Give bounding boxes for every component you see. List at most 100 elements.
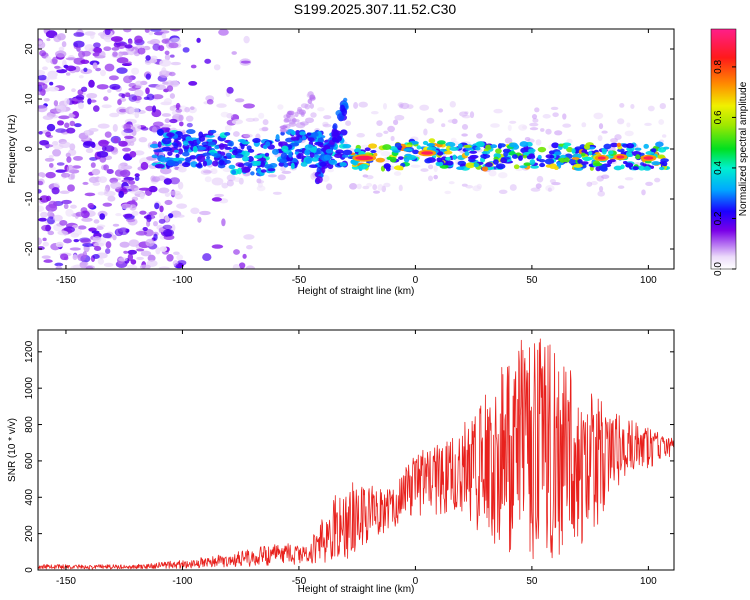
spectrogram-cell xyxy=(190,207,200,215)
spectrogram-cell xyxy=(202,160,208,167)
spectrogram-cell xyxy=(356,183,362,190)
spectrogram-cell xyxy=(340,129,348,136)
spectrogram-cell xyxy=(504,137,513,144)
spectrogram-cell xyxy=(92,236,102,243)
spectrogram-cell xyxy=(332,123,338,130)
spectrogram-cell xyxy=(307,137,315,142)
spectrogram-cell xyxy=(77,102,85,110)
spectrogram-cell xyxy=(242,253,247,259)
spectrogram-cell xyxy=(630,104,635,109)
spectrogram-cell xyxy=(233,177,242,183)
spectrogram-cell xyxy=(66,164,75,173)
spectrogram-cell xyxy=(164,199,173,205)
spectrogram-cell xyxy=(121,179,130,183)
spectrogram-cell xyxy=(157,129,164,136)
spectrogram-cell xyxy=(47,210,54,218)
spectrogram-cell xyxy=(38,104,48,113)
spectrogram-cell xyxy=(55,241,64,248)
spectrogram-cell xyxy=(198,146,207,151)
spectrogram-cell xyxy=(58,115,70,120)
spectrogram-cell xyxy=(635,154,641,160)
spectrogram-cell xyxy=(56,162,65,166)
snr-x-tick-label: 0 xyxy=(413,576,419,587)
spectrogram-cell xyxy=(597,156,606,160)
spectrogram-cell xyxy=(44,157,55,162)
colorbar-scale xyxy=(710,28,737,270)
spectrogram-cell xyxy=(644,122,652,127)
spectrogram-cell xyxy=(204,58,212,64)
spectrogram-cell xyxy=(128,180,136,185)
spectrogram-cell xyxy=(315,176,323,184)
spectrogram-cell xyxy=(107,195,116,202)
snr-y-tick-label: 200 xyxy=(24,525,35,542)
spectrogram-cell xyxy=(100,69,106,77)
spectrogram-cell xyxy=(301,135,307,141)
spectrogram-cell xyxy=(643,156,654,160)
snr-x-tick-label: 50 xyxy=(526,576,538,587)
spectrogram-cell xyxy=(247,156,254,163)
spectrogram-cell xyxy=(641,189,646,196)
snr-y-tick-label: 400 xyxy=(24,488,35,505)
spectrogram-cell xyxy=(124,135,134,139)
spectrogram-cell xyxy=(310,146,317,153)
spectrogram-cell xyxy=(67,184,75,192)
spectrogram-cell xyxy=(250,171,255,176)
spectrogram-cell xyxy=(224,125,232,132)
colorbar-tick-label: 0.0 xyxy=(713,262,724,276)
spectrogram-cell xyxy=(573,163,583,168)
spectrogram-cell xyxy=(280,166,286,172)
spectrogram-cell xyxy=(465,185,474,189)
spectrogram-cell xyxy=(540,128,545,132)
spectrogram-cell xyxy=(128,87,137,91)
spectrogram-cell xyxy=(246,244,253,250)
spectrogram-cell xyxy=(571,148,576,154)
spectrogram-cell xyxy=(139,192,145,200)
spectrogram-cell xyxy=(93,42,101,48)
spectrogram-cell xyxy=(186,129,196,135)
spectrogram-cell xyxy=(159,70,170,75)
spectrogram-cell xyxy=(65,65,77,72)
spectrogram-cell xyxy=(475,146,481,151)
spectrogram-cell xyxy=(252,117,260,122)
spectrogram-cell xyxy=(345,120,352,126)
spectrogram-cell xyxy=(333,153,343,159)
spectrogram-cell xyxy=(163,229,174,237)
spectrogram-cell xyxy=(398,184,403,192)
spectrogram-cell xyxy=(658,119,665,125)
spectrogram-cell xyxy=(634,147,642,151)
spectrogram-cell xyxy=(272,191,282,195)
spectrogram-cell xyxy=(495,163,506,170)
spectrogram-cell xyxy=(118,140,128,147)
spectrogram-x-tick-label: -100 xyxy=(172,275,192,286)
spectrogram-cell xyxy=(127,249,137,255)
spectrogram-cell xyxy=(445,160,454,166)
spectrogram-cell xyxy=(278,158,288,164)
spectrogram-cell xyxy=(427,175,434,182)
spectrogram-cell xyxy=(73,238,80,243)
spectrogram-cell xyxy=(49,162,54,168)
colorbar-tick-label: 0.2 xyxy=(713,211,724,225)
spectrogram-cell xyxy=(253,161,262,166)
spectrogram-cell xyxy=(103,96,109,101)
spectrogram-cell xyxy=(354,148,361,153)
spectrogram-cell xyxy=(152,43,161,51)
spectrogram-cell xyxy=(288,151,293,158)
spectrogram-cell xyxy=(182,162,191,168)
spectrogram-y-tick-label: -10 xyxy=(24,191,35,206)
spectrogram-cell xyxy=(308,164,319,169)
spectrogram-cell xyxy=(438,108,444,113)
spectrogram-cell xyxy=(211,160,219,167)
spectrogram-x-tick-label: 50 xyxy=(526,275,538,286)
spectrogram-cell xyxy=(240,60,251,64)
spectrogram-cell xyxy=(144,29,150,33)
spectrogram-cell xyxy=(134,175,140,182)
spectrogram-cell xyxy=(56,105,67,113)
spectrogram-cell xyxy=(450,137,457,143)
spectrogram-cell xyxy=(278,141,288,146)
spectrogram-cell xyxy=(104,187,109,194)
spectrogram-cell xyxy=(185,115,194,122)
spectrogram-cell xyxy=(467,156,477,160)
spectrogram-cell xyxy=(145,55,151,61)
